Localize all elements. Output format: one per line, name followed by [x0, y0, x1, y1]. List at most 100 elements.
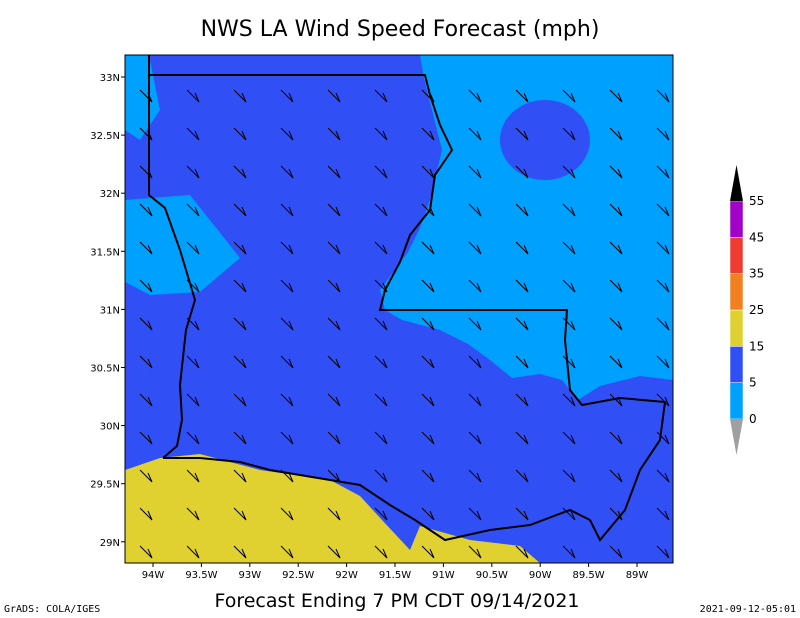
barb — [656, 127, 670, 141]
legend-label: 15 — [749, 339, 764, 353]
barb — [515, 431, 529, 445]
barb — [468, 393, 482, 407]
barb — [421, 507, 435, 521]
barb — [421, 165, 435, 179]
barb — [656, 89, 670, 103]
barb — [468, 545, 482, 559]
barb — [280, 127, 294, 141]
barb — [186, 89, 200, 103]
barb — [515, 279, 529, 293]
barb — [515, 469, 529, 483]
lon-label: 90.5W — [476, 570, 508, 581]
barb — [656, 393, 670, 407]
barb — [327, 127, 341, 141]
timestamp: 2021-09-12-05:01 — [700, 604, 796, 615]
barb — [515, 507, 529, 521]
barb — [562, 545, 576, 559]
lon-label: 91W — [432, 570, 455, 581]
barb — [139, 469, 153, 483]
barb — [515, 127, 529, 141]
barb — [280, 165, 294, 179]
legend: 0 5 15 25 35 45 55 — [729, 165, 764, 455]
barb — [562, 393, 576, 407]
barb — [139, 279, 153, 293]
barb — [327, 507, 341, 521]
barb — [280, 203, 294, 217]
state-border — [148, 55, 667, 542]
barb — [280, 317, 294, 331]
barb — [233, 89, 247, 103]
barb — [609, 355, 623, 369]
wind-0-5 — [125, 55, 160, 140]
barb — [562, 127, 576, 141]
barb — [186, 393, 200, 407]
barb — [374, 507, 388, 521]
lon-label: 90W — [529, 570, 552, 581]
lat-label: 30.5N — [90, 364, 120, 375]
barb — [656, 431, 670, 445]
barb — [609, 165, 623, 179]
barb — [609, 127, 623, 141]
barb — [562, 355, 576, 369]
wind-0-5 — [125, 195, 240, 295]
barb — [280, 393, 294, 407]
barb — [139, 431, 153, 445]
barb — [468, 165, 482, 179]
legend-swatch — [729, 200, 744, 238]
barb — [139, 317, 153, 331]
barb — [656, 507, 670, 521]
barb — [468, 469, 482, 483]
barb — [374, 241, 388, 255]
lon-label: 89.5W — [573, 570, 605, 581]
legend-under — [730, 419, 743, 455]
legend-label: 55 — [749, 194, 764, 208]
barb — [562, 469, 576, 483]
barb — [139, 241, 153, 255]
barb — [327, 241, 341, 255]
lat-label: 33N — [100, 73, 120, 84]
barb — [139, 165, 153, 179]
barb — [656, 165, 670, 179]
barb — [327, 279, 341, 293]
barb — [233, 203, 247, 217]
barb — [656, 279, 670, 293]
barb — [421, 203, 435, 217]
barb — [609, 203, 623, 217]
legend-swatch — [729, 237, 744, 274]
barb — [609, 89, 623, 103]
barb — [186, 203, 200, 217]
barb — [562, 279, 576, 293]
barb — [468, 89, 482, 103]
barb — [327, 203, 341, 217]
barb — [327, 469, 341, 483]
barb — [609, 393, 623, 407]
barb — [421, 393, 435, 407]
barb — [139, 355, 153, 369]
barb — [186, 241, 200, 255]
barb — [421, 355, 435, 369]
barb — [374, 127, 388, 141]
barb — [233, 127, 247, 141]
legend-swatch — [729, 382, 744, 420]
barb — [186, 507, 200, 521]
barb — [327, 545, 341, 559]
barb — [186, 469, 200, 483]
barb — [233, 317, 247, 331]
barb — [186, 317, 200, 331]
barb — [327, 165, 341, 179]
barb — [562, 241, 576, 255]
barb — [186, 127, 200, 141]
barb — [233, 545, 247, 559]
barb — [233, 431, 247, 445]
barb — [374, 317, 388, 331]
legend-label: 5 — [749, 376, 757, 390]
lat-label: 32.5N — [90, 131, 120, 142]
barb — [421, 317, 435, 331]
legend-label: 35 — [749, 267, 764, 281]
barb — [374, 431, 388, 445]
legend-label: 25 — [749, 303, 764, 317]
lon-label: 92W — [335, 570, 358, 581]
barb — [280, 241, 294, 255]
barb — [609, 279, 623, 293]
